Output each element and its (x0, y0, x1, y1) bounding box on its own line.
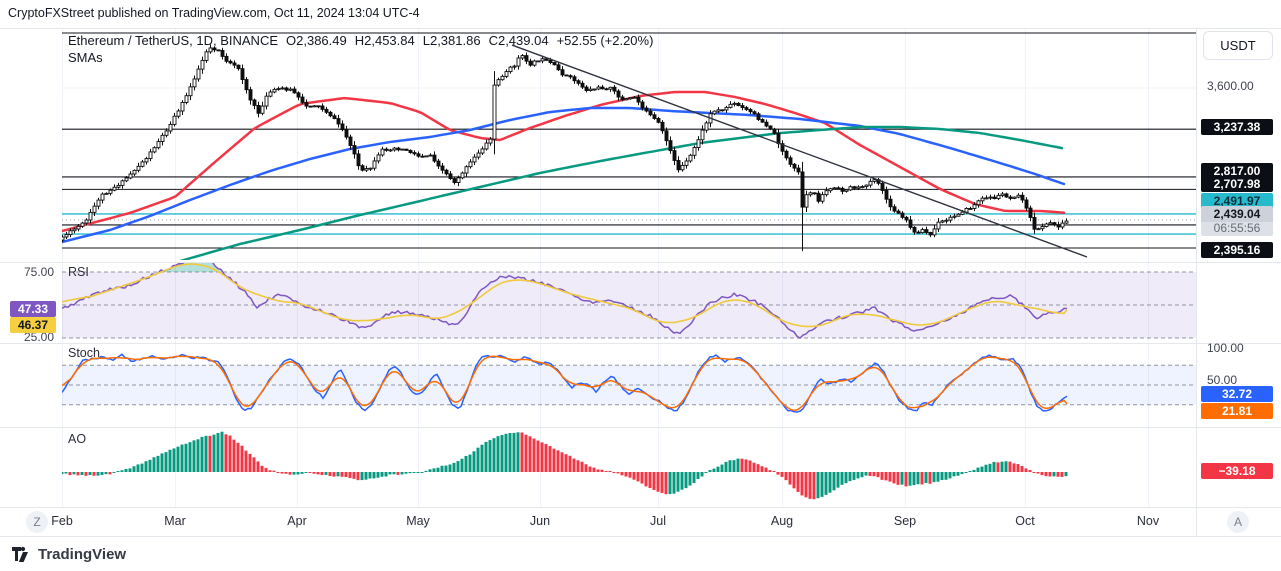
ao-pane-label[interactable]: AO (68, 432, 87, 446)
sma-fast-red[interactable] (62, 90, 1066, 233)
sma-mid-blue[interactable] (62, 106, 1066, 244)
ohlc-open: O2,386.49 (286, 33, 347, 48)
price-level-badge: −39.18 (1201, 463, 1273, 479)
attribution-text: CryptoFXStreet published on TradingView.… (8, 6, 420, 20)
rsi-axis-label: 25.00 (23, 330, 54, 344)
footer-bar: TradingView (0, 537, 1281, 571)
descending-trendline[interactable] (511, 44, 1088, 258)
rsi-ma-line (62, 263, 1068, 328)
price-level-badge: 2,491.97 (1201, 193, 1273, 209)
time-axis-month-label: Aug (770, 514, 794, 528)
tradingview-brand-text[interactable]: TradingView (38, 545, 127, 563)
rsi-value-badge: 47.33 (10, 301, 56, 317)
bar-countdown: 06:55:56 (1201, 222, 1273, 236)
time-axis-month-label: Jun (529, 514, 551, 528)
smas-indicator-label[interactable]: SMAs (68, 50, 103, 65)
price-level-badge: 32.72 (1201, 386, 1273, 402)
tradingview-logo-icon[interactable] (12, 546, 31, 563)
current-price-badge: 2,439.04 06:55:56 (1201, 206, 1273, 236)
time-axis-month-label: Jul (650, 514, 666, 528)
price-level-badge: 3,237.38 (1201, 119, 1273, 135)
rsi-pane-label[interactable]: RSI (68, 265, 89, 279)
price-level-badge: 2,395.16 (1201, 242, 1273, 258)
current-price-value: 2,439.04 (1201, 206, 1273, 222)
price-axis-label: 50.00 (1207, 373, 1238, 387)
scroll-left-button[interactable]: Z (26, 511, 48, 533)
stoch-d-line (62, 355, 1068, 412)
chart-legend: Ethereum / TetherUS, 1D, BINANCE O2,386.… (68, 33, 653, 48)
time-axis-month-label: Sep (893, 514, 917, 528)
ohlc-close: C2,439.04 (488, 33, 549, 48)
price-level-badge: 21.81 (1201, 403, 1273, 419)
rsi-left-scale[interactable]: 75.00 25.00 47.33 46.37 (0, 262, 60, 344)
sma-slow-teal[interactable] (179, 125, 1064, 261)
stoch-pane-label[interactable]: Stoch (68, 346, 100, 360)
time-axis-month-label: Nov (1136, 514, 1160, 528)
time-axis-month-label: Mar (164, 514, 186, 528)
time-axis-month-label: Oct (1015, 514, 1035, 528)
rsi-value-badge: 46.37 (10, 317, 56, 333)
currency-toggle-button[interactable]: USDT (1203, 31, 1273, 60)
time-axis-month-label: May (406, 514, 430, 528)
rsi-axis-label: 75.00 (23, 265, 54, 279)
ohlc-change: +52.55 (+2.20%) (556, 33, 654, 48)
price-scale[interactable]: 3,600.00 100.00 50.00 3,237.38 2,817.00 2,707… (1199, 28, 1279, 536)
ohlc-low: L2,381.86 (422, 33, 481, 48)
rsi-line (62, 263, 1068, 340)
candles[interactable] (61, 44, 1069, 252)
price-axis-label: 100.00 (1207, 341, 1244, 355)
price-level-badge: 2,817.00 (1201, 163, 1273, 179)
ohlc-high: H2,453.84 (354, 33, 415, 48)
auto-scale-button[interactable]: A (1227, 511, 1249, 533)
price-level-badge: 2,707.98 (1201, 176, 1273, 192)
symbol-title[interactable]: Ethereum / TetherUS, 1D, BINANCE (68, 33, 279, 48)
price-axis-label: 3,600.00 (1207, 79, 1254, 93)
ao-histogram (62, 431, 1068, 500)
time-axis-month-label: Apr (287, 514, 307, 528)
time-axis-month-label: Feb (51, 514, 73, 528)
